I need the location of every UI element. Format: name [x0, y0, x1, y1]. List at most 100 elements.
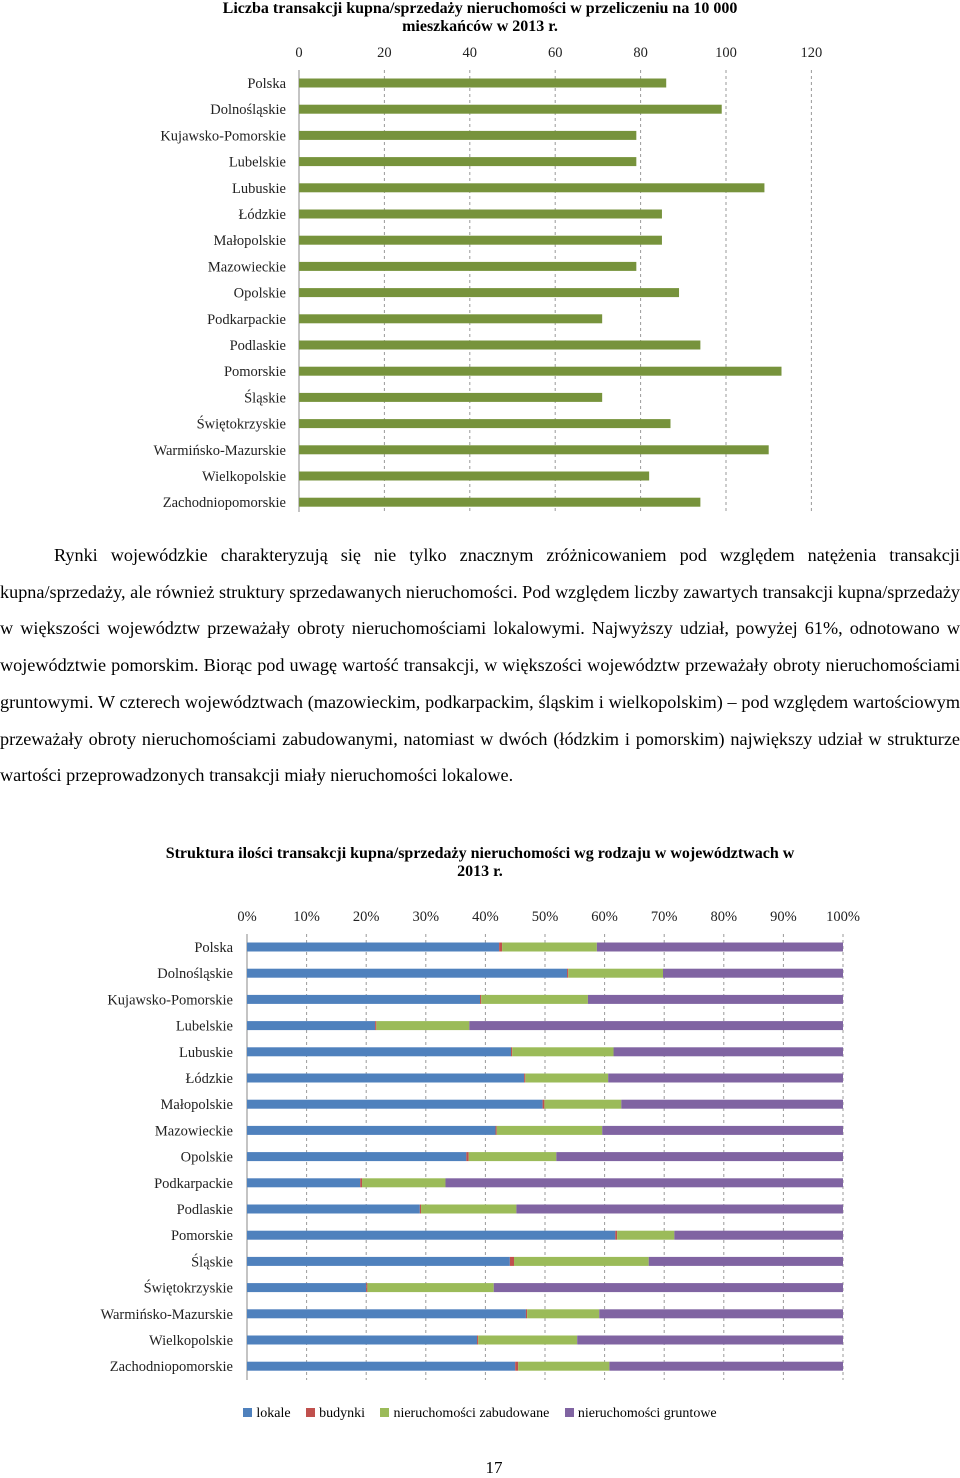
chart2-legend: lokale budynki nieruchomości zabudowane … [0, 1406, 960, 1422]
bar-segment [247, 994, 481, 1004]
bar-segment [360, 1178, 363, 1188]
bar [299, 445, 769, 455]
category-label: Opolskie [181, 1150, 233, 1166]
bar-segment [674, 1230, 843, 1240]
bar-segment [516, 1204, 843, 1214]
category-label: Lubuskie [179, 1045, 233, 1061]
body-paragraph: Rynki wojewódzkie charakteryzują się nie… [0, 545, 960, 786]
bar-segment [367, 1283, 494, 1293]
bar-segment [602, 1125, 843, 1135]
x-tick-label: 100% [826, 909, 860, 925]
bar [299, 78, 667, 88]
category-label: Podlaskie [230, 338, 286, 354]
bar [299, 392, 603, 402]
bar-segment [663, 968, 843, 978]
bar-segment [480, 994, 482, 1004]
category-label: Podkarpackie [154, 1176, 233, 1192]
x-tick-label: 0% [237, 909, 256, 925]
bar-segment [247, 1204, 420, 1214]
bar [299, 471, 650, 481]
bar-segment [524, 1073, 526, 1083]
bar [299, 419, 671, 429]
legend-label: lokale [256, 1406, 291, 1421]
legend-label: nieruchomości gruntowe [577, 1406, 717, 1421]
bar-segment [469, 1021, 843, 1031]
category-label: Lubelskie [229, 155, 286, 171]
bar-segment [615, 1230, 618, 1240]
bar-segment [609, 1361, 843, 1371]
category-label: Dolnośląskie [157, 966, 233, 982]
bar-segment [568, 968, 664, 978]
legend-item-zabudowane: nieruchomości zabudowane [380, 1406, 549, 1422]
bar [299, 340, 701, 350]
bar-segment [468, 1152, 557, 1162]
bar-segment [376, 1021, 470, 1031]
category-label: Łódzkie [238, 207, 286, 223]
x-tick-label: 60 [548, 45, 563, 61]
category-label: Polska [247, 76, 286, 92]
x-tick-label: 30% [413, 909, 440, 925]
category-label: Wielkopolskie [202, 469, 286, 485]
legend-swatch [564, 1408, 574, 1417]
bar-segment [481, 994, 588, 1004]
bar [299, 497, 701, 507]
bar-segment [499, 942, 503, 952]
x-tick-label: 40% [472, 909, 499, 925]
bar-segment [419, 1204, 422, 1214]
category-label: Mazowieckie [208, 259, 286, 275]
bar-segment [518, 1361, 610, 1371]
bar-segment [525, 1309, 528, 1319]
bar [299, 157, 637, 167]
bar-segment [542, 1099, 545, 1109]
body-paragraph-block: Rynki wojewódzkie charakteryzują się nie… [0, 537, 960, 794]
bar-segment [613, 1047, 843, 1057]
category-label: Kujawsko-Pomorskie [160, 128, 286, 144]
bar-segment [599, 1309, 843, 1319]
bar-segment [247, 1099, 543, 1109]
bar-segment [445, 1178, 843, 1188]
bar-segment [527, 1309, 600, 1319]
bar-segment [514, 1256, 649, 1266]
bar [299, 209, 662, 219]
bar-segment [648, 1256, 843, 1266]
bar [299, 261, 637, 271]
bar-segment [567, 968, 569, 978]
category-label: Lubelskie [176, 1019, 233, 1035]
bar-segment [577, 1335, 843, 1345]
bar-segment [515, 1361, 519, 1371]
x-tick-label: 70% [651, 909, 678, 925]
x-tick-label: 0 [295, 45, 302, 61]
bar [299, 235, 662, 245]
x-tick-label: 120 [801, 45, 823, 61]
category-label: Lubuskie [232, 181, 286, 197]
chart1-title: Liczba transakcji kupna/sprzedaży nieruc… [222, 0, 738, 35]
category-label: Kujawsko-Pomorskie [107, 992, 233, 1008]
legend-item-lokale: lokale [243, 1406, 291, 1422]
legend-item-gruntowe: nieruchomości gruntowe [564, 1406, 717, 1422]
category-label: Świętokrzyskie [144, 1280, 233, 1297]
legend-swatch [306, 1408, 316, 1417]
bar-segment [366, 1283, 368, 1293]
bar-segment [495, 1125, 497, 1135]
bar-segment [511, 1047, 513, 1057]
page-number: 17 [485, 1458, 503, 1477]
x-tick-label: 80 [633, 45, 648, 61]
x-tick-label: 80% [711, 909, 738, 925]
x-tick-label: 40 [463, 45, 478, 61]
bar [299, 130, 637, 140]
category-label: Świętokrzyskie [197, 416, 286, 433]
legend-swatch [243, 1408, 253, 1417]
chart2-title: Struktura ilości transakcji kupna/sprzed… [165, 845, 795, 880]
category-label: Warmińsko-Mazurskie [153, 443, 286, 459]
bar [299, 288, 680, 298]
chart1-plot: 0 20 40 60 80 100 120 Polska Dolnośląskie Kujawsk… [153, 45, 823, 512]
bar-segment [477, 1335, 479, 1345]
category-label: Śląskie [191, 1253, 233, 1270]
bar-segment [247, 1283, 367, 1293]
legend-label: budynki [319, 1406, 365, 1421]
bar-segment [362, 1178, 446, 1188]
bar-segment [247, 1021, 376, 1031]
bar-segment [525, 1073, 609, 1083]
bar-segment [587, 994, 843, 1004]
bar-segment [496, 1125, 603, 1135]
